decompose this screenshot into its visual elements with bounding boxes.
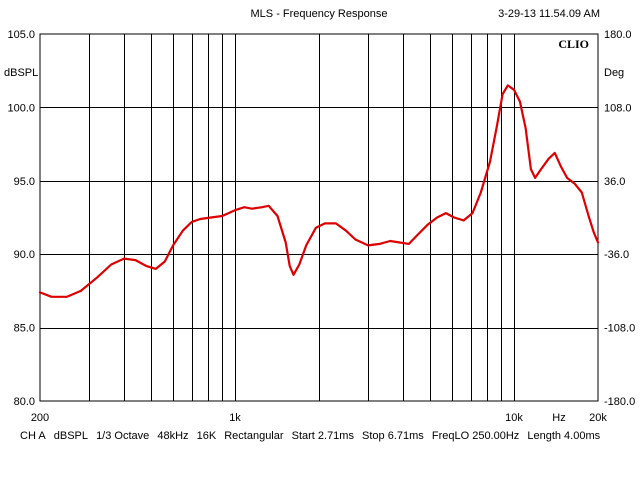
horizontal-grid [40, 107, 598, 329]
x-tick-label: Hz [552, 412, 565, 424]
unit-label: dBSPL [53, 430, 88, 442]
y2-tick-label: 108.0 [604, 102, 632, 114]
measurement-settings: CH A dBSPL 1/3 Octave 48kHz 16K Rectangu… [20, 430, 605, 442]
y2-tick-label: -36.0 [604, 249, 629, 261]
window-label: Rectangular [224, 430, 284, 442]
y-tick-label: 100.0 [7, 102, 35, 114]
y2-tick-label: -108.0 [604, 323, 635, 335]
y2-tick-label: 180.0 [604, 29, 632, 41]
chart-title: MLS - Frequency Response [251, 8, 388, 20]
length-label: Length 4.00ms [527, 430, 601, 442]
vertical-grid [89, 34, 515, 401]
x-tick-label: 10k [505, 412, 523, 424]
stop-label: Stop 6.71ms [362, 430, 424, 442]
y-tick-label: 95.0 [14, 176, 35, 188]
series-line [38, 84, 600, 298]
y2-tick-labels: -180.0 -108.0 -36.0 36.0 108.0 180.0 [604, 29, 635, 408]
start-label: Start 2.71ms [291, 430, 354, 442]
y-tick-label: 80.0 [14, 396, 35, 408]
x-tick-labels: 200 1k 10k Hz 20k [31, 412, 608, 424]
size-label: 16K [196, 430, 217, 442]
plot-frame [39, 33, 599, 402]
y2-tick-label: -180.0 [604, 396, 635, 408]
x-tick-label: 200 [31, 412, 49, 424]
x-tick-label: 20k [589, 412, 607, 424]
freqlo-label: FreqLO 250.00Hz [431, 430, 520, 442]
y-tick-label: 85.0 [14, 323, 35, 335]
y2-tick-label: 36.0 [604, 176, 625, 188]
y-tick-labels: 80.0 85.0 90.0 95.0 100.0 105.0 [7, 29, 35, 408]
y-tick-label: 105.0 [7, 29, 35, 41]
y2-axis-label: Deg [604, 67, 624, 79]
y-axis-label: dBSPL [4, 67, 38, 79]
sample-rate-label: 48kHz [157, 430, 189, 442]
x-tick-label: 1k [229, 412, 241, 424]
timestamp: 3-29-13 11.54.09 AM [498, 8, 600, 20]
brand-label: CLIO [558, 37, 589, 51]
smoothing-label: 1/3 Octave [96, 430, 150, 442]
channel-label: CH A [20, 430, 46, 442]
y-tick-label: 90.0 [14, 249, 35, 261]
